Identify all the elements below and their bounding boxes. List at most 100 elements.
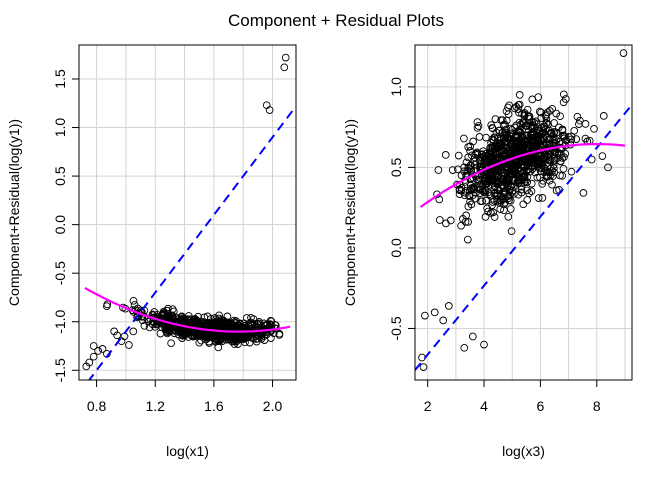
data-point <box>164 304 172 313</box>
data-point <box>419 363 428 371</box>
data-point <box>435 216 444 224</box>
data-point <box>211 336 219 345</box>
data-point <box>517 185 526 194</box>
smooth-fit-line <box>419 143 626 208</box>
data-point <box>260 321 269 330</box>
data-point <box>554 154 562 162</box>
data-point <box>561 95 570 103</box>
data-point <box>543 108 552 117</box>
main-title: Component + Residual Plots <box>228 11 444 30</box>
data-point <box>598 152 607 160</box>
x-axis-label: log(x3) <box>502 443 545 459</box>
data-point <box>509 176 518 185</box>
x-tick-label: 6 <box>537 398 545 414</box>
data-point <box>468 332 477 341</box>
data-point <box>266 320 274 328</box>
data-point <box>497 116 505 124</box>
y-tick-label: 0.5 <box>388 157 404 177</box>
data-point <box>466 142 475 151</box>
data-point <box>517 146 525 155</box>
data-point <box>159 310 168 319</box>
data-point <box>496 205 505 213</box>
x-tick-label: 0.8 <box>87 398 107 414</box>
data-point <box>556 171 564 180</box>
data-point <box>542 110 551 119</box>
data-point <box>505 101 514 110</box>
data-point <box>504 212 513 221</box>
data-point <box>570 126 579 135</box>
data-point <box>516 128 525 137</box>
data-point <box>548 180 556 189</box>
data-point <box>151 323 160 331</box>
data-point <box>510 139 519 148</box>
data-point <box>481 213 490 221</box>
data-point <box>94 347 102 355</box>
data-point <box>252 335 261 343</box>
plot-frame <box>78 44 297 381</box>
data-point <box>515 174 523 183</box>
data-point <box>553 149 561 157</box>
data-point <box>164 327 173 335</box>
data-point <box>506 124 515 133</box>
data-point <box>457 184 466 192</box>
data-point <box>512 158 521 166</box>
data-point <box>560 134 569 143</box>
y-tick-label: -1.5 <box>52 358 68 382</box>
data-point <box>499 151 508 160</box>
data-point <box>460 343 469 352</box>
data-point <box>439 316 448 325</box>
data-point <box>550 168 559 177</box>
x-tick-label: 1.2 <box>146 398 166 414</box>
data-point <box>475 133 484 141</box>
data-point <box>550 119 558 127</box>
data-point <box>512 103 521 111</box>
data-point <box>507 227 516 236</box>
data-point <box>493 138 502 147</box>
data-point <box>89 342 98 350</box>
data-point <box>207 332 215 340</box>
data-point <box>535 163 544 172</box>
data-point <box>581 120 590 128</box>
data-point <box>150 308 159 316</box>
data-point <box>102 302 111 311</box>
data-point <box>559 90 568 99</box>
data-point <box>481 177 490 186</box>
data-point <box>478 197 486 206</box>
data-point <box>177 312 186 321</box>
y-tick-label: -0.5 <box>388 316 404 340</box>
data-point <box>470 157 479 166</box>
data-point <box>528 141 537 150</box>
data-point <box>516 140 525 149</box>
data-point <box>156 329 165 338</box>
data-point <box>590 124 598 133</box>
data-point <box>552 128 561 137</box>
data-point <box>473 124 482 132</box>
data-point <box>520 173 529 182</box>
y-tick-label: 0.0 <box>388 238 404 258</box>
data-point <box>533 173 542 182</box>
data-point <box>534 151 543 160</box>
data-point <box>560 132 569 140</box>
data-point <box>492 148 501 157</box>
data-point <box>189 332 198 341</box>
data-point <box>255 317 263 326</box>
data-point <box>434 166 443 174</box>
data-point <box>444 302 453 310</box>
data-point <box>227 335 236 344</box>
x-tick-label: 1.6 <box>204 398 224 414</box>
data-point <box>253 320 262 328</box>
data-point <box>519 200 528 209</box>
y-tick-label: 1.0 <box>388 77 404 97</box>
y-axis-label: Component+Residual(log(y1)) <box>342 119 358 306</box>
plot-area <box>415 49 632 371</box>
data-point <box>460 134 468 143</box>
data-point <box>515 141 524 150</box>
data-point <box>442 219 450 228</box>
data-point <box>560 153 568 161</box>
data-point <box>482 158 491 167</box>
data-point <box>281 53 290 62</box>
data-point <box>527 187 536 196</box>
data-point <box>545 126 554 135</box>
data-point <box>488 198 497 206</box>
